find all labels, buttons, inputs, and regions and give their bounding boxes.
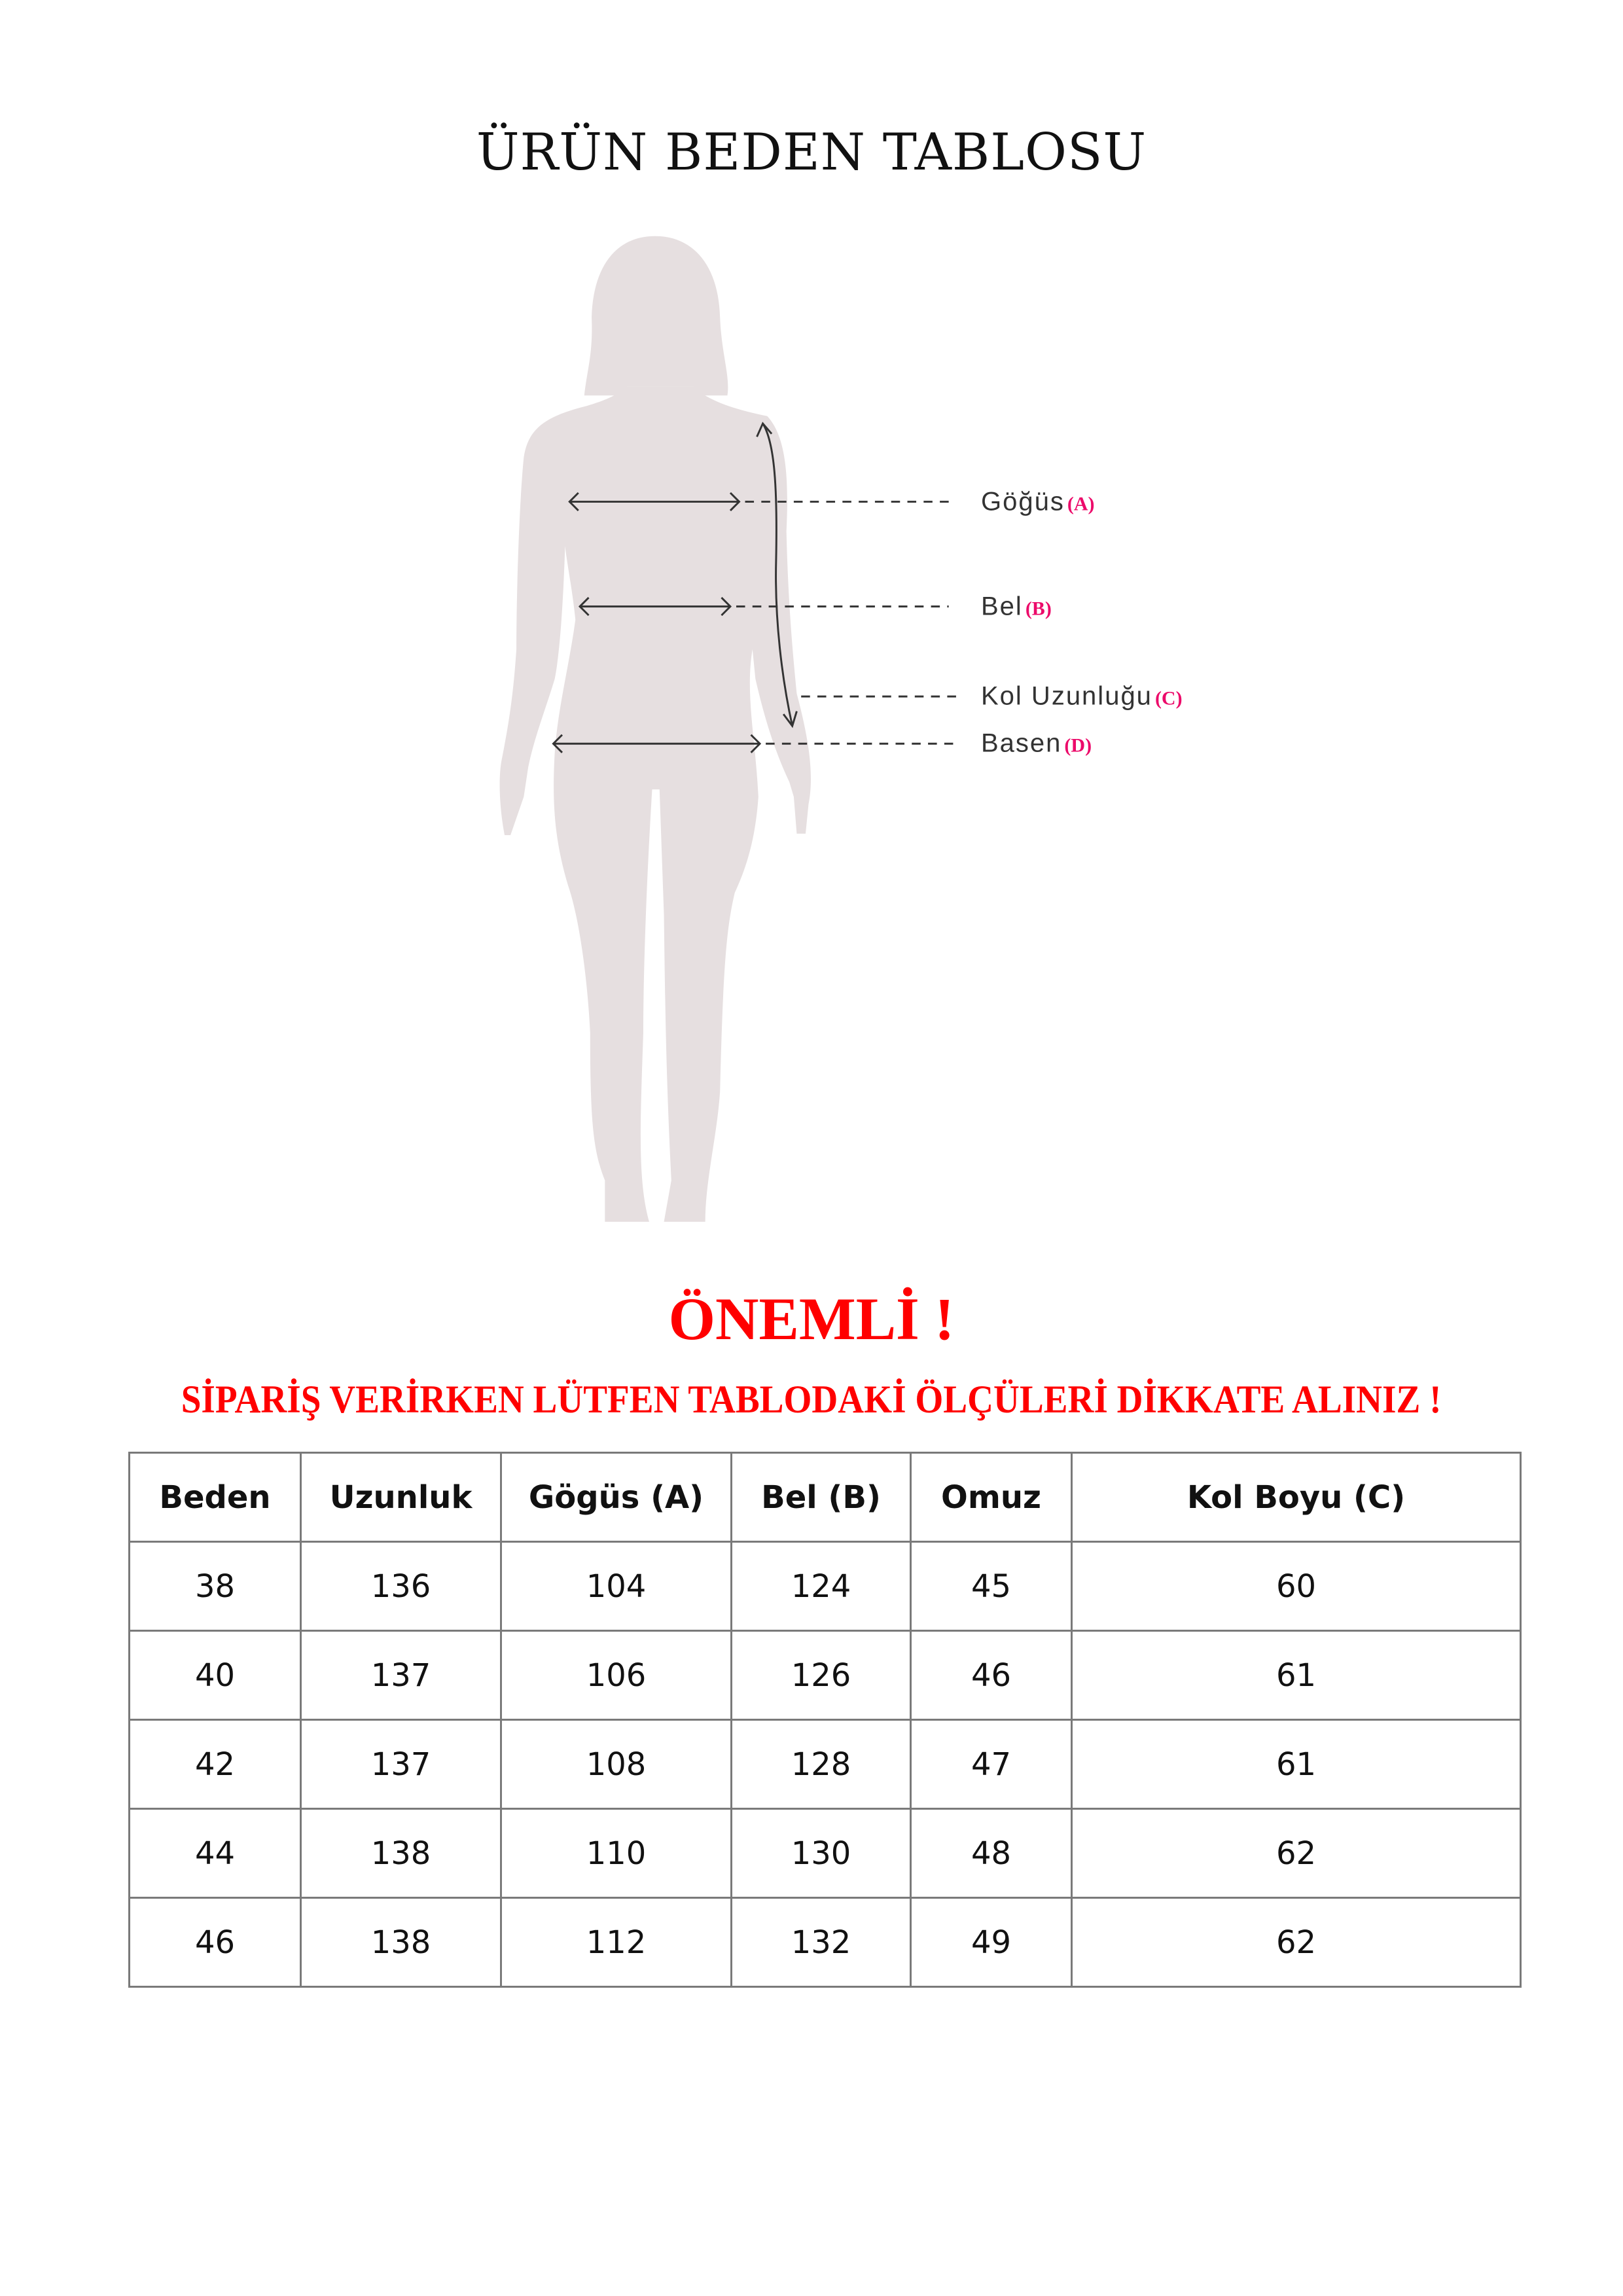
table-cell: 136: [300, 1541, 502, 1632]
waist-arrow: [578, 597, 949, 617]
table-cell: 45: [910, 1541, 1073, 1632]
table-cell: 49: [910, 1897, 1073, 1988]
table-cell: 60: [1071, 1541, 1522, 1632]
header-shoulder: Omuz: [910, 1452, 1073, 1543]
table-row: 42 137 108 128 47 61: [128, 1719, 1522, 1810]
important-heading: ÖNEMLİ !: [668, 1285, 955, 1352]
order-notice-text: SİPARİŞ VERİRKEN LÜTFEN TABLODAKİ ÖLÇÜLE…: [181, 1378, 1442, 1421]
table-cell: 62: [1071, 1897, 1522, 1988]
table-cell: 128: [730, 1719, 912, 1810]
table-cell: 124: [730, 1541, 912, 1632]
table-cell: 108: [500, 1719, 732, 1810]
label-sleeve-length: Kol Uzunluğu (C): [981, 682, 1183, 711]
table-cell: 126: [730, 1630, 912, 1721]
header-size: Beden: [128, 1452, 302, 1543]
chest-arrow: [568, 492, 949, 512]
label-code: (C): [1154, 687, 1183, 709]
table-row: 46 138 112 132 49 62: [128, 1897, 1522, 1988]
table-cell: 61: [1071, 1719, 1522, 1810]
table-cell: 112: [500, 1897, 732, 1988]
table-header-row: Beden Uzunluk Gögüs (A) Bel (B) Omuz Kol…: [128, 1452, 1522, 1543]
table-cell: 47: [910, 1719, 1073, 1810]
table-row: 44 138 110 130 48 62: [128, 1808, 1522, 1899]
header-length: Uzunluk: [300, 1452, 502, 1543]
header-waist: Bel (B): [730, 1452, 912, 1543]
table-cell: 110: [500, 1808, 732, 1899]
sleeve-length-arrow: [756, 422, 956, 728]
body: [499, 386, 812, 1222]
label-code: (A): [1067, 493, 1095, 515]
table-cell: 38: [128, 1541, 302, 1632]
table-cell: 40: [128, 1630, 302, 1721]
label-chest: Göğüs (A): [981, 488, 1095, 517]
header-sleeve: Kol Boyu (C): [1071, 1452, 1522, 1543]
label-code: (D): [1064, 734, 1092, 757]
table-cell: 62: [1071, 1808, 1522, 1899]
label-name: Kol Uzunluğu: [981, 681, 1152, 711]
table-cell: 137: [300, 1630, 502, 1721]
table-cell: 138: [300, 1808, 502, 1899]
table-row: 40 137 106 126 46 61: [128, 1630, 1522, 1721]
label-name: Göğüs: [981, 487, 1065, 516]
table-cell: 130: [730, 1808, 912, 1899]
label-code: (B): [1025, 598, 1052, 620]
table-cell: 46: [128, 1897, 302, 1988]
header-chest: Gögüs (A): [500, 1452, 732, 1543]
head-hair: [584, 236, 728, 396]
table-cell: 48: [910, 1808, 1073, 1899]
label-waist: Bel (B): [981, 592, 1052, 622]
table-row: 38 136 104 124 45 60: [128, 1541, 1522, 1632]
table-cell: 106: [500, 1630, 732, 1721]
table-cell: 42: [128, 1719, 302, 1810]
table-cell: 61: [1071, 1630, 1522, 1721]
size-table: Beden Uzunluk Gögüs (A) Bel (B) Omuz Kol…: [128, 1452, 1522, 1988]
order-notice: SİPARİŞ VERİRKEN LÜTFEN TABLODAKİ ÖLÇÜLE…: [0, 1377, 1623, 1422]
table-cell: 104: [500, 1541, 732, 1632]
label-hip: Basen (D): [981, 729, 1092, 759]
body-measurement-figure: [499, 236, 956, 1222]
table-cell: 44: [128, 1808, 302, 1899]
label-name: Bel: [981, 592, 1023, 621]
woman-silhouette: [499, 236, 812, 1222]
table-cell: 46: [910, 1630, 1073, 1721]
label-name: Basen: [981, 728, 1062, 758]
table-cell: 132: [730, 1897, 912, 1988]
table-cell: 138: [300, 1897, 502, 1988]
table-cell: 137: [300, 1719, 502, 1810]
page-title: ÜRÜN BEDEN TABLOSU: [476, 123, 1147, 182]
hip-arrow: [552, 734, 956, 753]
